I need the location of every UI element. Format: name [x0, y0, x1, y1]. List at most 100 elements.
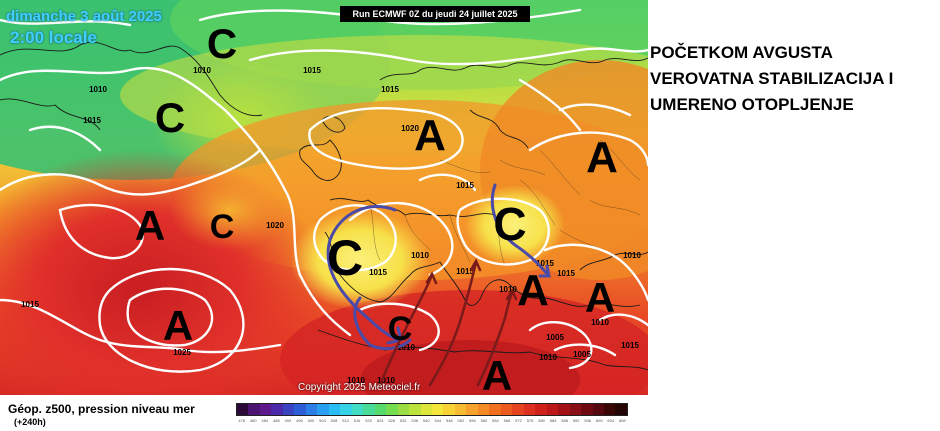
- isobar-label: 1010: [193, 66, 211, 75]
- legend-swatch: [592, 404, 604, 415]
- legend-swatch: [409, 404, 421, 415]
- legend-label: 604: [607, 418, 615, 423]
- legend-label: 540: [422, 418, 430, 423]
- low-pressure-marker: C: [207, 20, 237, 67]
- isobar-label: 1015: [381, 85, 399, 94]
- high-pressure-marker: A: [517, 266, 549, 315]
- isobar-label: 1025: [173, 348, 191, 357]
- isobar-label: 1015: [557, 269, 575, 278]
- model-run-banner: Run ECMWF 0Z du jeudi 24 juillet 2025: [340, 6, 530, 22]
- weather-map: 1010 1010 1015 1015 1015 1020 1015 1020 …: [0, 0, 648, 395]
- legend-label: 588: [561, 418, 568, 423]
- low-pressure-marker: C: [388, 310, 413, 348]
- isobar-label: 1015: [303, 66, 321, 75]
- legend-label: 500: [307, 418, 315, 423]
- legend-label: 520: [365, 418, 372, 423]
- legend-swatch: [328, 404, 341, 415]
- isobar-label: 1015: [456, 267, 474, 276]
- legend-label: 488: [273, 418, 280, 423]
- legend-swatch: [294, 404, 306, 415]
- legend-label: 492: [284, 418, 292, 423]
- color-scale-legend: [236, 403, 628, 416]
- legend-swatch: [535, 404, 547, 415]
- ridge-arrows: [378, 258, 518, 387]
- low-pressure-marker: C: [210, 208, 235, 246]
- headline-line: UMERENO OTOPLJENJE: [650, 95, 854, 114]
- legend-swatch: [604, 404, 616, 415]
- headline-line: POČETKOM AVGUSTA: [650, 43, 833, 62]
- isobar-label: 1015: [21, 300, 39, 309]
- legend-swatch: [305, 404, 318, 415]
- legend-label: 568: [503, 418, 511, 423]
- low-pressure-marker: C: [327, 230, 363, 286]
- legend-label: 528: [388, 418, 396, 423]
- isobar-label: 1020: [401, 124, 419, 133]
- legend-label: 580: [538, 418, 545, 423]
- legend-swatch: [546, 404, 559, 415]
- low-pressure-marker: C: [493, 198, 526, 250]
- isobar-label: 1010: [347, 376, 365, 385]
- isobar-label: 1015: [83, 116, 101, 125]
- legend-label: 508: [330, 418, 338, 423]
- legend-swatch: [500, 404, 513, 415]
- legend-label: 524: [376, 418, 384, 423]
- pressure-centers: C C A C A A A C C A A C A: [135, 20, 618, 395]
- headline: POČETKOM AVGUSTA VEROVATNA STABILIZACIJA…: [650, 40, 940, 118]
- legend-swatch: [282, 404, 295, 415]
- isobar-label: 1020: [266, 221, 284, 230]
- legend-swatch: [271, 404, 283, 415]
- isobar-label: 1015: [621, 341, 639, 350]
- high-pressure-marker: A: [135, 202, 165, 249]
- legend-label: 608: [618, 418, 626, 423]
- trough-arrows: [326, 183, 551, 351]
- legend-swatch: [443, 404, 455, 415]
- valid-date: dimanche 3 août 2025: [6, 8, 162, 25]
- isobar-label: 1015: [369, 268, 387, 277]
- legend-swatch: [340, 404, 352, 415]
- isobar-label: 1005: [546, 333, 564, 342]
- legend-label: 576: [526, 418, 534, 423]
- legend-swatch: [466, 404, 478, 415]
- color-scale-labels: 476 480 484 488 492 496 500 504 508 512 516 520 524 5…: [236, 418, 628, 426]
- legend-swatch: [374, 404, 387, 415]
- isobar-label: 1010: [377, 376, 395, 385]
- field-orange-atlantic: [170, 170, 290, 250]
- legend-label: 484: [261, 418, 269, 423]
- legend-swatch: [615, 404, 627, 415]
- legend-swatch: [363, 404, 375, 415]
- isobar-label: 1010: [591, 318, 609, 327]
- legend-label: 548: [445, 418, 453, 423]
- low-pressure-marker: C: [155, 94, 185, 141]
- forecast-step: (+240h): [14, 417, 46, 427]
- isobar-label: 1015: [536, 259, 554, 268]
- legend-label: 584: [549, 418, 557, 423]
- legend-swatch: [477, 404, 490, 415]
- isobar-label: 1010: [411, 251, 429, 260]
- legend-swatch: [386, 404, 398, 415]
- isobar-label: 1010: [623, 251, 641, 260]
- legend-label: 536: [411, 418, 419, 423]
- high-pressure-marker: A: [414, 111, 446, 160]
- legend-swatch: [259, 404, 272, 415]
- isobar-label: 1010: [539, 353, 557, 362]
- legend-swatch: [489, 404, 501, 415]
- legend-label: 544: [434, 418, 442, 423]
- headline-line: VEROVATNA STABILIZACIJA I: [650, 69, 894, 88]
- legend-swatch: [317, 404, 329, 415]
- high-pressure-marker: A: [482, 352, 512, 395]
- isobar-labels: 1010 1010 1015 1015 1015 1020 1015 1020 …: [21, 66, 641, 385]
- high-pressure-marker: A: [586, 133, 618, 182]
- isobar-label: 1010: [89, 85, 107, 94]
- legend-label: 504: [319, 418, 326, 423]
- legend-swatch: [351, 404, 364, 415]
- legend-label: 592: [572, 418, 580, 423]
- legend-swatch: [454, 404, 467, 415]
- legend-label: 516: [353, 418, 361, 423]
- legend-swatch: [523, 404, 536, 415]
- legend-swatch: [558, 404, 570, 415]
- legend-label: 476: [238, 418, 246, 423]
- legend-swatch: [420, 404, 432, 415]
- country-borders: [369, 139, 641, 266]
- legend-label: 556: [469, 418, 476, 423]
- isobars: [0, 8, 648, 373]
